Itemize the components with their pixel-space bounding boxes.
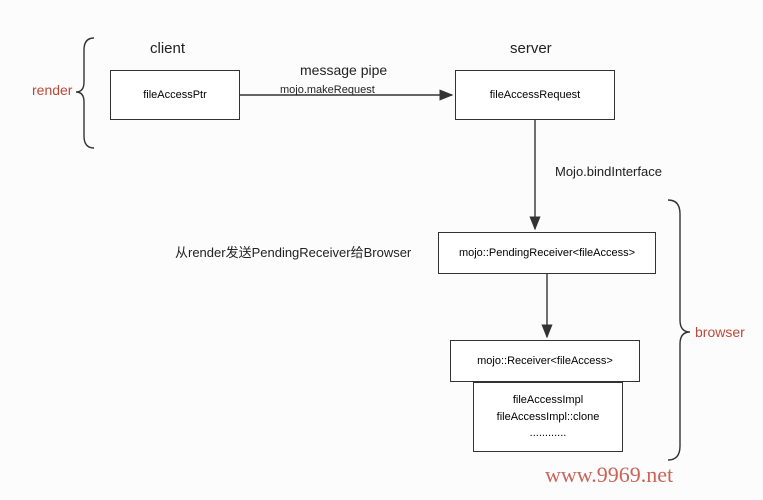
impl-line2: fileAccessImpl::clone <box>497 409 600 426</box>
client-title: client <box>150 40 185 57</box>
pending-note-label: 从render发送PendingReceiver给Browser <box>175 242 411 261</box>
file-access-request-text: fileAccessRequest <box>490 89 581 101</box>
file-access-request-box: fileAccessRequest <box>455 70 615 120</box>
impl-box: fileAccessImpl fileAccessImpl::clone ...… <box>473 382 623 452</box>
bind-interface-label: Mojo.bindInterface <box>555 164 662 179</box>
receiver-text: mojo::Receiver<fileAccess> <box>477 355 613 367</box>
make-request-label: mojo.makeRequest <box>280 84 375 96</box>
impl-line1: fileAccessImpl <box>513 392 583 409</box>
message-pipe-title: message pipe <box>300 62 387 78</box>
server-title: server <box>510 40 552 57</box>
browser-brace <box>668 200 690 460</box>
render-side-label: render <box>32 82 72 98</box>
pending-receiver-text: mojo::PendingReceiver<fileAccess> <box>459 247 635 259</box>
render-brace <box>76 38 94 148</box>
watermark-text: www.9969.net <box>545 462 673 488</box>
file-access-ptr-text: fileAccessPtr <box>143 89 207 101</box>
impl-line3: ............ <box>530 425 567 442</box>
browser-side-label: browser <box>695 324 745 340</box>
receiver-box: mojo::Receiver<fileAccess> <box>450 340 640 382</box>
pending-receiver-box: mojo::PendingReceiver<fileAccess> <box>438 232 656 274</box>
file-access-ptr-box: fileAccessPtr <box>110 70 240 120</box>
